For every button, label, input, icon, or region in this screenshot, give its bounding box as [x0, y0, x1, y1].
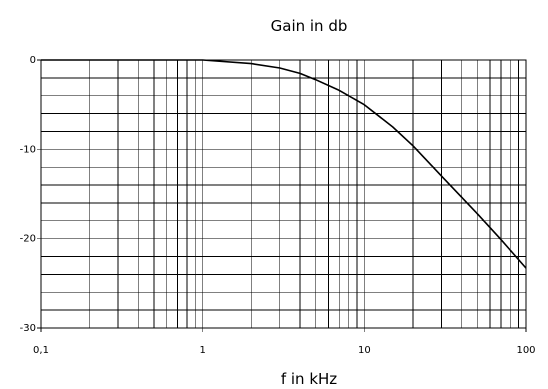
- y-tick-label: -30: [20, 323, 36, 334]
- plot-frame: [40, 59, 527, 329]
- grid: [37, 59, 527, 332]
- x-axis-title: f in kHz: [281, 370, 337, 388]
- x-tick-label: 0,1: [33, 345, 49, 356]
- gain-curve-line: [41, 59, 527, 269]
- x-tick-label: 1: [199, 345, 205, 356]
- y-tick-label: 0: [30, 55, 36, 66]
- series: [41, 59, 527, 269]
- y-tick-label: -10: [20, 144, 36, 155]
- y-tick-label: -20: [20, 234, 36, 245]
- x-tick-label: 10: [358, 345, 371, 356]
- tick-labels: 0 -10 -20 -30 0,1 1 10 100: [20, 55, 536, 356]
- chart-title: Gain in db: [271, 17, 348, 35]
- x-tick-label: 100: [516, 345, 535, 356]
